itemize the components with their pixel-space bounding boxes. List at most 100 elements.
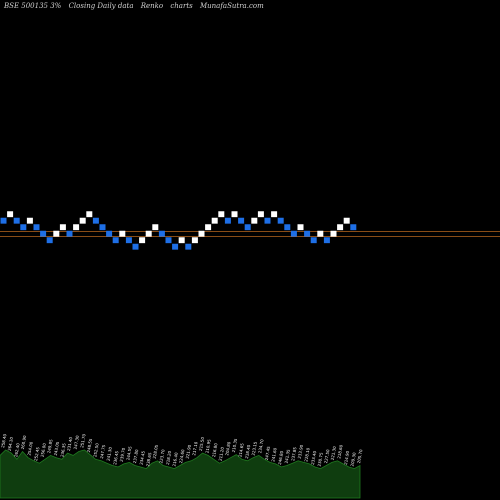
renko-brick-up [79, 217, 86, 224]
renko-brick-down [0, 217, 7, 224]
volume-price-label: 247.45 [264, 445, 271, 460]
renko-brick-down [238, 217, 245, 224]
renko-brick-up [7, 211, 14, 218]
renko-brick-up [139, 237, 146, 244]
volume-price-label: 221.30 [330, 445, 337, 460]
volume-price-label: 237.80 [132, 449, 139, 464]
volume-price-label: 218.20 [165, 450, 172, 465]
volume-price-label: 227.50 [323, 449, 330, 464]
volume-price-label: 262.40 [13, 442, 20, 457]
volume-price-label: 228.05 [152, 444, 159, 459]
chart-symbol: BSE 500135 3% [4, 2, 62, 10]
volume-price-label: 223.15 [251, 441, 258, 456]
volume-price-label: 241.30 [106, 446, 113, 461]
renko-brick-up [59, 224, 66, 231]
renko-brick-down [284, 224, 291, 231]
renko-brick-down [277, 217, 284, 224]
renko-brick-up [198, 230, 205, 237]
renko-brick-up [257, 211, 264, 218]
volume-price-label: 217.10 [191, 441, 198, 456]
volume-price-label: 211.20 [218, 446, 225, 461]
volume-price-label: 236.45 [112, 450, 119, 465]
volume-price-label: 210.35 [231, 438, 238, 453]
renko-brick-down [310, 237, 317, 244]
renko-brick-down [132, 243, 139, 250]
volume-price-label: 218.60 [336, 444, 343, 459]
volume-price-label: 223.70 [158, 449, 165, 464]
renko-brick-up [337, 224, 344, 231]
renko-brick-up [330, 230, 337, 237]
chart-charts-word: charts [170, 2, 193, 10]
volume-price-label: 204.80 [224, 441, 231, 456]
renko-brick-up [231, 211, 238, 218]
volume-price-label: 247.75 [99, 444, 106, 459]
volume-price-label: 247.30 [73, 435, 80, 450]
volume-price-label: 234.45 [139, 450, 146, 465]
volume-price-label: 248.55 [86, 438, 93, 453]
renko-brick-down [264, 217, 271, 224]
chart-subtitle: Closing Daily data [68, 2, 134, 10]
volume-price-label: 251.70 [79, 433, 86, 448]
volume-price-label: 244.55 [125, 445, 132, 460]
volume-price-label: 241.60 [270, 447, 277, 462]
renko-brick-up [297, 224, 304, 231]
volume-price-label: 233.90 [297, 444, 304, 459]
chart-header: BSE 500135 3% Closing Daily data Renko c… [4, 2, 496, 14]
volume-price-label: 234.70 [257, 438, 264, 453]
volume-price-label: 237.85 [290, 446, 297, 461]
volume-price-label: 228.10 [303, 447, 310, 462]
volume-price-label: 209.30 [349, 452, 356, 467]
volume-price-label: 221.90 [185, 444, 192, 459]
volume-price-label: 246.80 [277, 450, 284, 465]
renko-brick-down [323, 237, 330, 244]
renko-brick-down [20, 224, 27, 231]
volume-area [0, 449, 361, 499]
volume-price-label: 210.95 [204, 438, 211, 453]
volume-price-label: 215.50 [198, 436, 205, 451]
volume-price-label: 216.40 [171, 452, 178, 467]
chart-kind: Renko [140, 2, 164, 10]
volume-price-label: 230.75 [317, 452, 324, 467]
renko-brick-up [343, 217, 350, 224]
renko-brick-down [172, 243, 179, 250]
renko-brick-up [211, 217, 218, 224]
volume-price-label: 205.70 [356, 449, 363, 464]
renko-brick-down [66, 230, 73, 237]
renko-brick-down [350, 224, 357, 231]
renko-brick-down [46, 237, 53, 244]
volume-price-label: 214.90 [343, 450, 350, 465]
renko-brick-up [145, 230, 152, 237]
renko-brick-up [119, 230, 126, 237]
volume-price-label: 239.70 [119, 447, 126, 462]
volume-price-label: 218.40 [244, 444, 251, 459]
renko-brick-up [218, 211, 225, 218]
volume-price-label: 254.00 [26, 441, 33, 456]
renko-brick-up [152, 224, 159, 231]
renko-brick-up [26, 217, 33, 224]
renko-brick-down [158, 230, 165, 237]
chart-site: MunafaSutra.com [199, 2, 264, 10]
renko-brick-down [99, 224, 106, 231]
volume-price-label: 252.50 [92, 442, 99, 457]
renko-brick-down [13, 217, 20, 224]
volume-price-label: 241.35 [284, 449, 291, 464]
renko-brick-down [244, 224, 251, 231]
renko-brick-down [112, 237, 119, 244]
volume-price-label: 238.65 [145, 452, 152, 467]
renko-brick-up [191, 237, 198, 244]
volume-price-label: 243.05 [53, 441, 60, 456]
renko-brick-up [271, 211, 278, 218]
volume-price-label: 249.85 [46, 438, 53, 453]
renko-brick-down [224, 217, 231, 224]
renko-brick-down [92, 217, 99, 224]
volume-price-label: 214.65 [237, 442, 244, 457]
volume-price-label: 236.35 [59, 442, 66, 457]
volume-price-label: 216.80 [211, 442, 218, 457]
renko-brick-down [290, 230, 297, 237]
renko-brick-down [185, 243, 192, 250]
volume-price-label: 252.45 [33, 446, 40, 461]
volume-price-label: 256.00 [40, 442, 47, 457]
renko-brick-down [304, 230, 311, 237]
